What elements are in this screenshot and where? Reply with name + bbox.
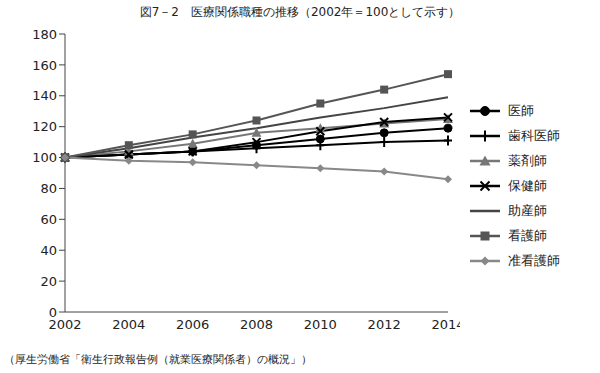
svg-text:0: 0 <box>49 305 57 320</box>
html-text:薬剤師: 薬剤師 <box>508 152 547 168</box>
svg-text:80: 80 <box>40 181 57 196</box>
svg-text:2006: 2006 <box>176 317 209 332</box>
svg-text:40: 40 <box>40 243 57 258</box>
svg-text:2002: 2002 <box>48 317 82 333</box>
svg-text:180: 180 <box>32 27 57 42</box>
svg-text:2014: 2014 <box>431 317 460 332</box>
html-text:准看護師: 准看護師 <box>508 252 560 268</box>
html-text:看護師: 看護師 <box>508 227 547 243</box>
html-text:（厚生労働省「衛生行政報告例（就業医療関係者）の概況」）: （厚生労働省「衛生行政報告例（就業医療関係者）の概況」） <box>4 353 312 366</box>
html-text:保健師: 保健師 <box>508 177 547 193</box>
svg-text:2004: 2004 <box>112 317 145 332</box>
html-text:図7－2 医療関係職種の推移（2002年＝100として示す）: 図7－2 医療関係職種の推移（2002年＝100として示す） <box>139 5 461 19</box>
svg-text:60: 60 <box>40 212 57 227</box>
svg-text:2012: 2012 <box>368 317 401 332</box>
svg-text:100: 100 <box>32 150 57 165</box>
html-text:医師: 医師 <box>508 102 534 118</box>
svg-text:2008: 2008 <box>240 317 273 332</box>
svg-text:2010: 2010 <box>304 317 337 332</box>
svg-text:20: 20 <box>40 274 57 289</box>
svg-text:140: 140 <box>32 88 57 103</box>
html-text:歯科医師: 歯科医師 <box>508 127 560 143</box>
html-text:助産師: 助産師 <box>508 202 547 218</box>
svg-text:120: 120 <box>32 119 57 134</box>
svg-text:160: 160 <box>32 58 57 73</box>
